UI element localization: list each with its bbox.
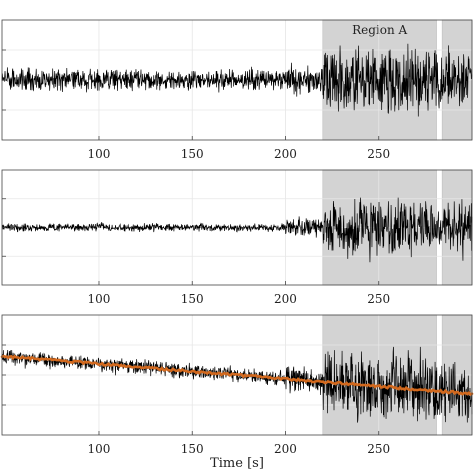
x-tick-label: 100: [88, 292, 111, 306]
x-tick-label: 200: [274, 292, 297, 306]
x-tick-label: 250: [367, 442, 390, 456]
x-tick-label: 150: [181, 442, 204, 456]
trend-line: [0, 354, 474, 397]
x-tick-label: 100: [88, 147, 111, 161]
panel-bottom: 100 150 200 250 Time [s]: [0, 314, 474, 471]
x-tick-label: 250: [367, 292, 390, 306]
region-label: Region A: [352, 23, 407, 37]
x-tick-label: 100: [88, 442, 111, 456]
x-tick-label: 150: [181, 147, 204, 161]
signal-line: [1, 197, 473, 263]
x-tick-label: 200: [274, 442, 297, 456]
x-tick-label: 250: [367, 147, 390, 161]
x-tick-label: 200: [274, 147, 297, 161]
signal-line: [1, 346, 473, 423]
panel-middle: 100 150 200 250: [1, 169, 473, 306]
signal-line: [1, 43, 473, 117]
x-axis-title: Time [s]: [210, 456, 264, 471]
x-tick-label: 150: [181, 292, 204, 306]
panel-top: Region A 100 150 200 250: [1, 19, 473, 161]
